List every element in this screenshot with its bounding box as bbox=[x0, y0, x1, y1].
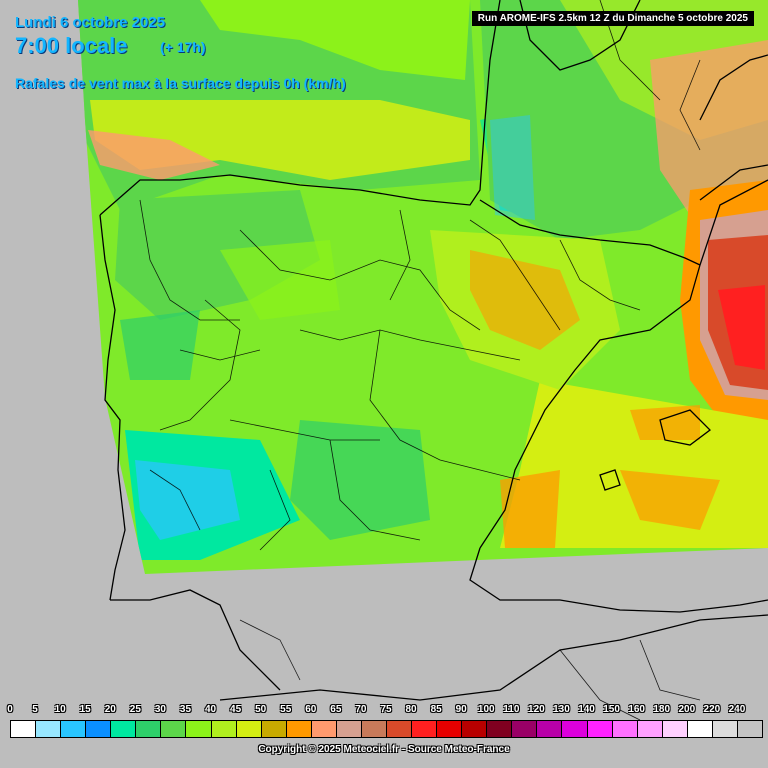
legend-label: 75 bbox=[380, 704, 392, 715]
legend-label: 160 bbox=[628, 704, 645, 715]
legend-swatch bbox=[486, 720, 513, 738]
legend-label: 100 bbox=[477, 704, 495, 715]
legend-swatch bbox=[35, 720, 62, 738]
legend-label: 220 bbox=[703, 704, 721, 715]
legend-swatch bbox=[661, 720, 688, 738]
legend-label: 45 bbox=[230, 704, 242, 715]
legend-label: 80 bbox=[405, 704, 417, 715]
legend-label: 140 bbox=[578, 704, 595, 715]
legend-swatch bbox=[260, 720, 287, 738]
legend-swatch bbox=[285, 720, 312, 738]
legend-label: 200 bbox=[678, 704, 696, 715]
legend-swatch bbox=[436, 720, 463, 738]
legend-label: 30 bbox=[154, 704, 166, 715]
legend-swatch bbox=[335, 720, 362, 738]
legend-swatch bbox=[110, 720, 137, 738]
legend-label: 180 bbox=[653, 704, 671, 715]
legend-label: 50 bbox=[255, 704, 267, 715]
legend-swatch bbox=[310, 720, 337, 738]
legend-label: 90 bbox=[455, 704, 467, 715]
copyright-notice: Copyright © 2025 Meteociel.fr - Source M… bbox=[258, 744, 510, 755]
legend-swatch bbox=[60, 720, 87, 738]
legend-label: 5 bbox=[32, 704, 38, 715]
legend-swatch bbox=[210, 720, 237, 738]
legend-label: 120 bbox=[528, 704, 545, 715]
legend-label: 0 bbox=[7, 704, 13, 715]
legend-label: 20 bbox=[104, 704, 116, 715]
forecast-lead-time: (+ 17h) bbox=[160, 39, 206, 55]
legend-swatch bbox=[411, 720, 438, 738]
forecast-date: Lundi 6 octobre 2025 bbox=[15, 14, 166, 31]
coastlines bbox=[99, 0, 768, 701]
legend-label: 65 bbox=[330, 704, 342, 715]
legend-label: 15 bbox=[79, 704, 91, 715]
legend-label: 240 bbox=[728, 704, 746, 715]
legend-swatch bbox=[461, 720, 488, 738]
legend-swatch bbox=[386, 720, 413, 738]
forecast-time: 7:00 locale bbox=[15, 33, 128, 58]
legend-swatch bbox=[360, 720, 387, 738]
legend-swatch bbox=[85, 720, 112, 738]
legend-swatch bbox=[536, 720, 563, 738]
legend-swatch bbox=[10, 720, 37, 738]
legend-swatch bbox=[135, 720, 162, 738]
legend-label: 35 bbox=[179, 704, 192, 715]
legend-swatch bbox=[586, 720, 613, 738]
legend-swatch bbox=[185, 720, 212, 738]
legend-swatch bbox=[611, 720, 638, 738]
legend-label: 55 bbox=[280, 704, 292, 715]
legend-swatch bbox=[686, 720, 713, 738]
legend-label: 85 bbox=[430, 704, 442, 715]
legend-swatch bbox=[736, 720, 763, 738]
legend-label: 110 bbox=[503, 704, 520, 715]
legend-label: 60 bbox=[305, 704, 317, 715]
legend-label: 150 bbox=[603, 704, 620, 715]
legend-swatch bbox=[561, 720, 588, 738]
color-legend: 0 5 10 15 20 25 30 35 40 45 50 55 60 65 70 75 80 85 90 100 1… bbox=[7, 704, 763, 742]
legend-swatch bbox=[711, 720, 738, 738]
legend-label: 40 bbox=[204, 704, 217, 715]
legend-swatch bbox=[636, 720, 663, 738]
legend-label: 130 bbox=[553, 704, 570, 715]
legend-swatch bbox=[235, 720, 262, 738]
legend-swatch bbox=[160, 720, 187, 738]
model-run-label: Run AROME-IFS 2.5km 12 Z du Dimanche 5 o… bbox=[471, 11, 754, 26]
legend-label: 70 bbox=[355, 704, 367, 715]
parameter-title: Rafales de vent max à la surface depuis … bbox=[15, 75, 346, 91]
legend-label: 10 bbox=[54, 704, 66, 715]
legend-label: 25 bbox=[129, 704, 141, 715]
legend-swatch bbox=[511, 720, 538, 738]
region-borders bbox=[139, 0, 701, 721]
